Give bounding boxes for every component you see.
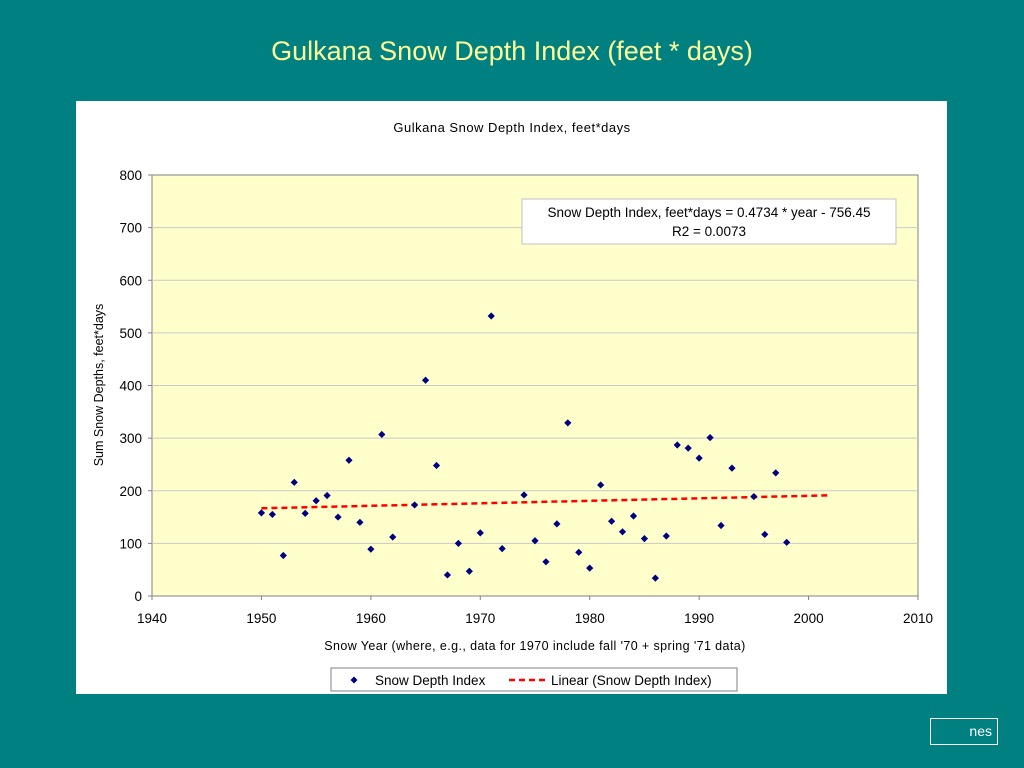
data-point-diamond [564,419,572,427]
data-point-diamond [498,545,506,553]
y-tick-label: 600 [119,273,142,288]
data-point-diamond [465,567,473,575]
data-point-diamond [717,521,725,530]
y-tick-label: 800 [119,168,142,183]
data-point-diamond [783,538,791,546]
data-point-diamond [421,376,430,384]
data-point-diamond [553,520,561,528]
y-axis-ticks: 0 100 200 300 400 500 600 700 800 [119,168,152,604]
y-tick-label: 700 [119,221,142,236]
footer-label: nes [930,718,998,745]
legend-label-snow-depth-index: Snow Depth Index [375,673,486,688]
legend-label-linear: Linear (Snow Depth Index) [551,673,712,688]
data-point-diamond [750,492,758,501]
data-point-diamond [290,478,298,486]
scatter-chart: Gulkana Snow Depth Index, feet*days 0 100… [92,120,933,692]
data-point-diamond [640,535,649,543]
x-axis-ticks: 1940 1950 1960 1970 1980 1990 2000 2010 [137,596,933,626]
data-point-diamond [257,509,266,517]
data-point-diamond [356,518,364,526]
y-tick-label: 200 [119,484,142,499]
data-point-diamond [334,513,342,521]
data-point-diamond [651,574,659,582]
data-point-diamond [728,464,736,472]
y-tick-label: 0 [134,589,142,604]
chart-frame: Gulkana Snow Depth Index, feet*days 0 100… [76,101,947,694]
data-point-diamond [618,528,627,536]
data-point-diamond [586,564,594,572]
trendline-equation-box: Snow Depth Index, feet*days = 0.4734 * y… [521,198,897,245]
equation-text: Snow Depth Index, feet*days = 0.4734 * y… [547,205,870,220]
data-point-diamond [520,491,528,499]
y-tick-label: 300 [119,431,142,446]
data-point-diamond [706,433,714,442]
r-squared-text: R2 = 0.0073 [672,224,746,239]
data-point-diamond [772,469,780,477]
x-tick-label: 1940 [137,611,167,626]
legend-marker-diamond [350,676,358,684]
data-point-diamond [575,548,583,556]
trendline [261,494,831,510]
data-points [257,312,791,582]
x-tick-label: 1970 [465,611,495,626]
legend: Snow Depth Index Linear (Snow Depth Inde… [330,667,738,692]
slide-title: Gulkana Snow Depth Index (feet * days) [271,36,753,66]
data-point-diamond [608,517,616,525]
x-tick-label: 1960 [356,611,386,626]
data-point-diamond [662,532,670,540]
x-tick-label: 1950 [246,611,276,626]
x-tick-label: 2010 [903,611,933,626]
x-axis-label: Snow Year (where, e.g., data for 1970 in… [324,639,745,653]
data-point-diamond [695,454,703,462]
data-point-diamond [411,501,419,509]
data-point-diamond [684,444,692,452]
data-point-diamond [673,441,681,449]
data-point-diamond [345,456,353,464]
chart-title: Gulkana Snow Depth Index, feet*days [393,120,630,135]
data-point-diamond [597,481,605,489]
data-point-diamond [378,430,386,439]
y-tick-label: 500 [119,326,142,341]
data-point-diamond [389,533,397,541]
data-point-diamond [454,539,462,547]
data-point-diamond [367,545,375,553]
y-tick-label: 400 [119,379,142,394]
data-point-diamond [629,512,638,520]
data-point-diamond [301,509,309,517]
y-tick-label: 100 [119,536,142,551]
y-axis-label: Sum Snow Depths, feet*days [92,304,106,467]
data-point-diamond [268,510,276,519]
data-point-diamond [432,461,441,470]
data-point-diamond [312,497,320,505]
trendline-layer [261,494,831,510]
x-tick-label: 2000 [794,611,824,626]
data-point-diamond [443,571,452,579]
data-point-diamond [531,537,539,545]
data-point-diamond [761,530,769,539]
data-point-diamond [476,529,484,537]
x-tick-label: 1980 [575,611,605,626]
x-tick-label: 1990 [684,611,714,626]
data-point-diamond [542,558,550,566]
